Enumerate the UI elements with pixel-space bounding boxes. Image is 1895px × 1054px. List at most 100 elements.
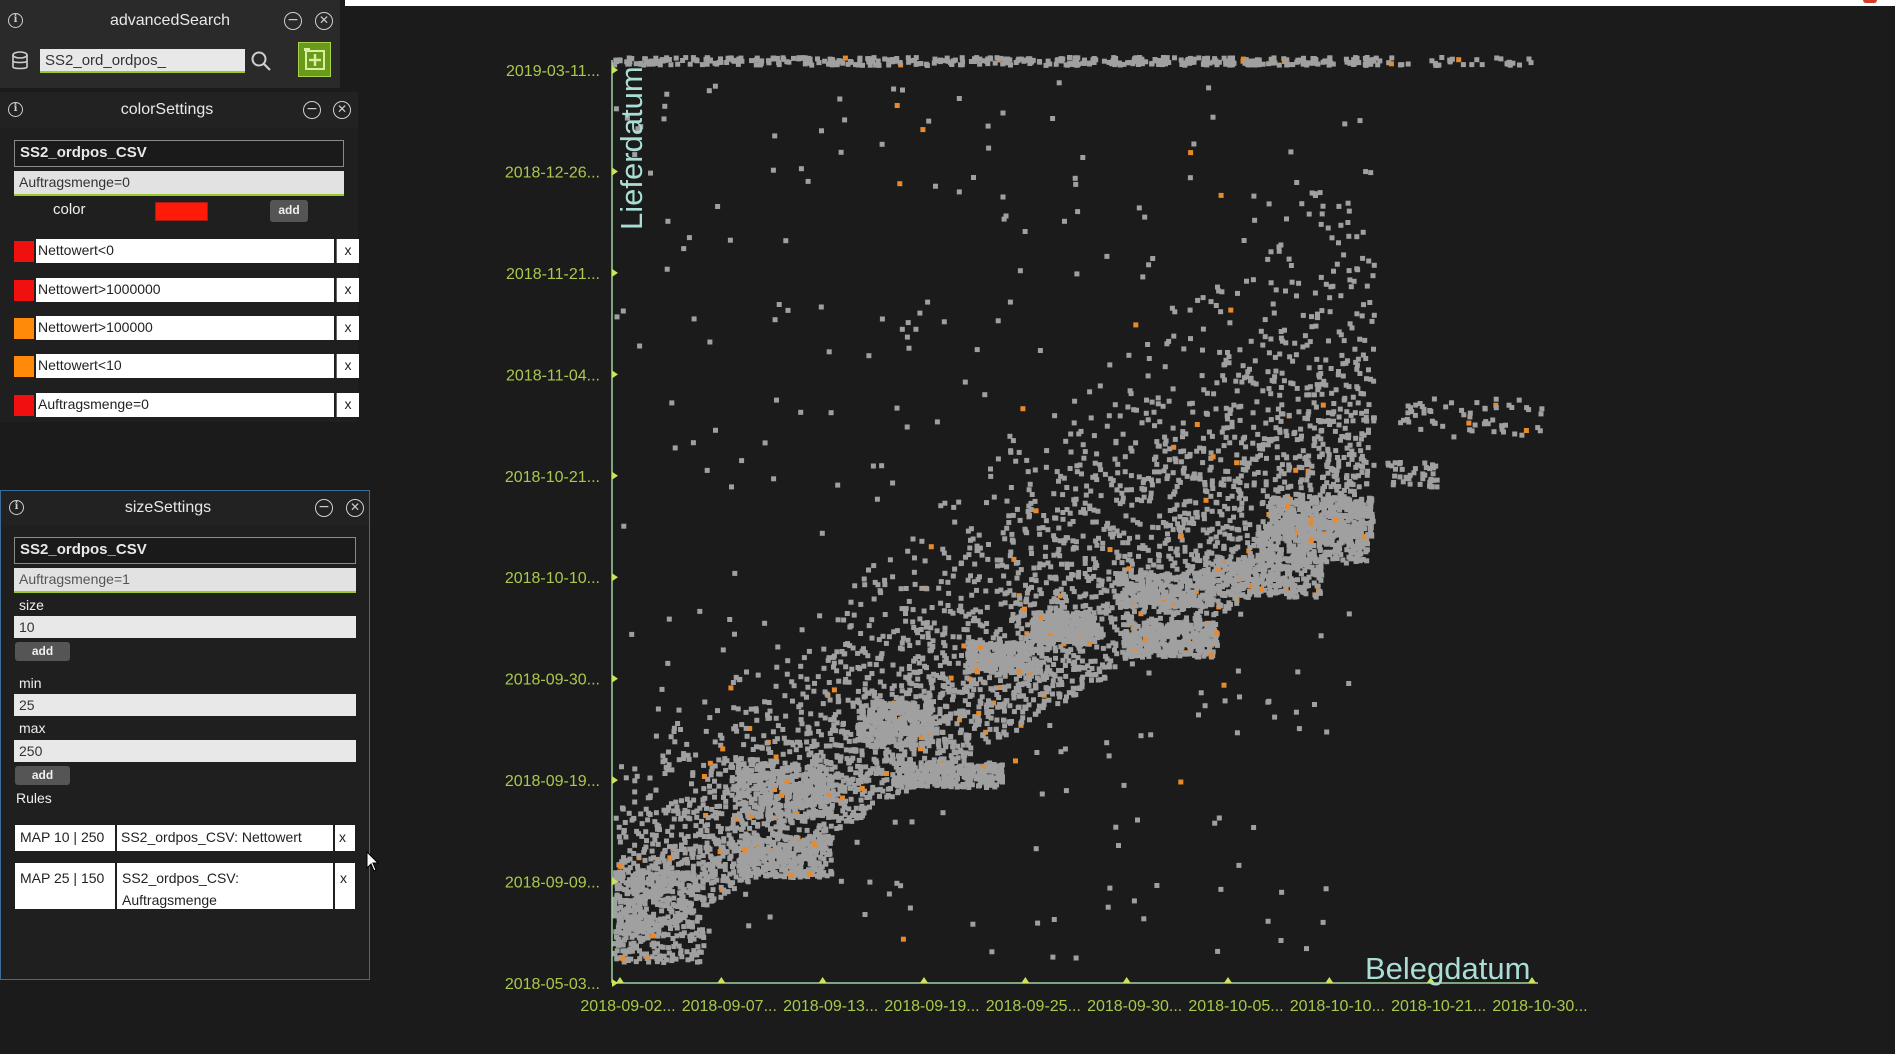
data-point [656,930,662,936]
minimize-icon[interactable]: − [284,12,302,30]
data-point [899,640,905,646]
data-point [1275,488,1281,494]
data-point [981,58,987,64]
data-point [1004,498,1010,504]
data-point [850,703,856,709]
dataset-field[interactable]: SS2_ordpos_CSV [14,537,356,564]
data-point [1359,453,1365,459]
data-point [1168,522,1174,528]
remove-rule-button[interactable]: x [335,825,355,851]
data-point [1356,484,1362,490]
add-color-rule-button[interactable]: add [270,200,308,222]
data-point [947,608,953,614]
data-point [1060,516,1066,522]
data-point [775,802,781,808]
data-point [931,671,937,677]
data-point [1231,484,1237,489]
search-icon[interactable] [250,50,272,72]
data-point [754,744,759,750]
data-point [1023,528,1029,534]
data-point [1185,527,1191,533]
data-point [846,679,852,685]
data-point [827,697,833,703]
data-point [730,821,736,827]
minimize-icon[interactable]: − [303,101,321,119]
data-point [1079,658,1085,664]
data-point [685,809,691,815]
data-point [701,902,707,908]
data-point [625,918,631,924]
add-dataset-button[interactable] [298,42,331,77]
data-point [838,783,844,789]
data-point [971,677,977,683]
remove-rule-button[interactable]: x [336,239,359,263]
max-input[interactable]: 250 [14,740,356,762]
data-point [1235,476,1241,482]
data-point [678,891,684,896]
data-point [808,750,814,756]
close-icon[interactable]: ✕ [333,101,351,119]
data-point [1368,376,1374,382]
data-point [1290,358,1296,364]
color-picker[interactable] [155,202,208,221]
data-point [1056,525,1062,531]
data-point [693,843,699,849]
data-point [1045,560,1051,566]
data-point [1264,493,1270,499]
size-input[interactable]: 10 [14,616,356,638]
min-input[interactable]: 25 [14,694,356,716]
data-point [1156,609,1162,615]
data-point [1349,456,1355,462]
data-point [1288,380,1294,386]
info-icon[interactable]: i [8,102,23,117]
data-point [866,777,872,783]
data-point [1351,488,1357,494]
add-map-button[interactable]: add [15,766,70,785]
data-point [1209,508,1215,514]
dataset-field[interactable]: SS2_ordpos_CSV [14,140,344,167]
data-point [1105,520,1111,526]
data-point [659,882,665,888]
data-point [693,752,699,758]
data-point [793,790,799,796]
data-point [616,824,622,830]
minimize-icon[interactable]: − [315,499,333,517]
data-point [723,798,729,804]
data-point [857,666,863,672]
data-point [627,59,633,65]
remove-rule-button[interactable]: x [335,863,355,909]
data-point [1080,603,1086,609]
data-point [1067,510,1073,516]
data-point [818,712,824,718]
add-size-button[interactable]: add [15,642,70,661]
data-point [1388,61,1394,67]
data-point [1324,462,1330,468]
remove-rule-button[interactable]: x [336,278,359,302]
data-point [824,691,830,697]
search-input[interactable]: SS2_ord_ordpos_ [40,49,245,73]
remove-rule-button[interactable]: x [336,316,359,340]
data-point [789,820,795,826]
data-point [943,656,949,662]
data-point [681,924,687,930]
data-point [1344,418,1349,424]
data-point [1363,356,1369,361]
close-icon[interactable]: ✕ [315,12,333,30]
data-point [651,895,656,901]
remove-rule-button[interactable]: x [336,393,359,417]
data-point [1038,591,1044,597]
info-icon[interactable]: i [9,500,24,515]
data-point [633,922,639,928]
expression-field[interactable]: Auftragsmenge=0 [14,171,344,196]
data-point [1334,487,1340,493]
close-icon[interactable]: ✕ [346,499,364,517]
data-point [903,691,909,697]
remove-rule-button[interactable]: x [336,354,359,378]
data-point [1245,369,1251,375]
data-point [1008,604,1014,610]
info-icon[interactable]: i [8,13,23,28]
data-point [860,813,865,819]
expression-field[interactable]: Auftragsmenge=1 [14,568,356,593]
data-point [725,826,731,832]
data-point [1366,367,1371,373]
